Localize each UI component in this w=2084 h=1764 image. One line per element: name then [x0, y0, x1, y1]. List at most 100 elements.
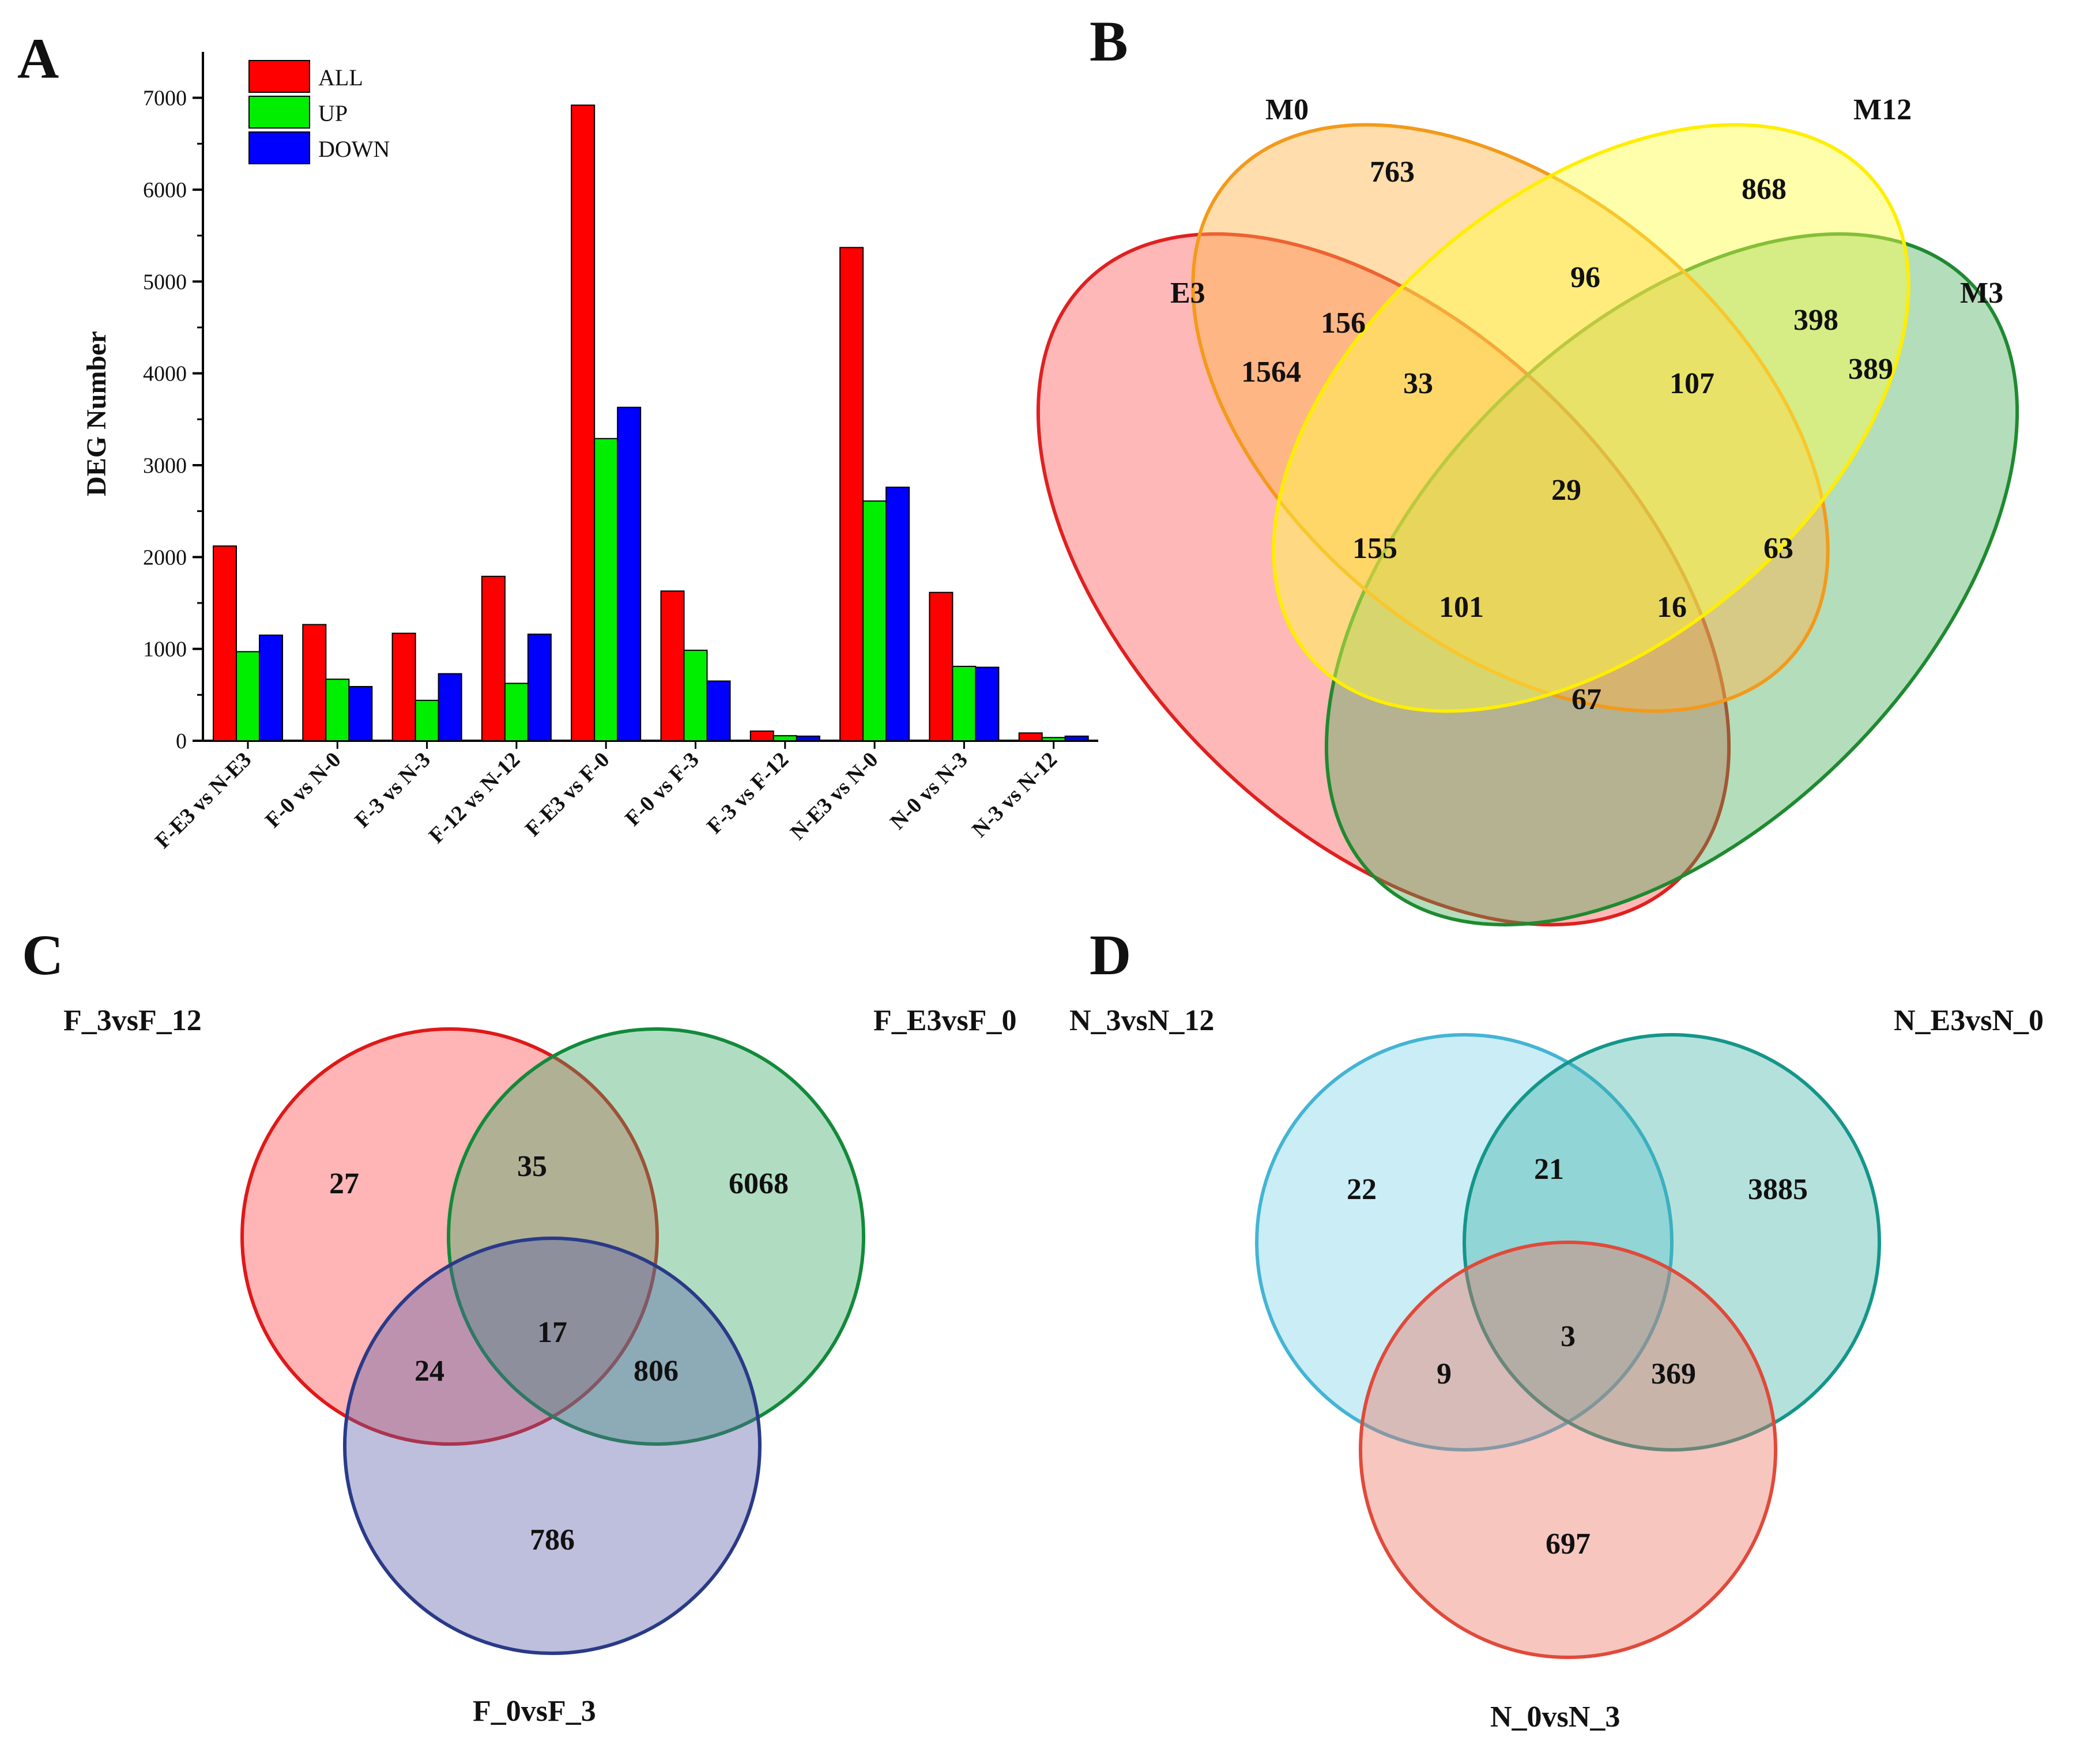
- bar-down: [796, 736, 820, 741]
- venn-c-label-a: F_3vsF_12: [63, 1004, 202, 1037]
- bar-up: [504, 683, 529, 741]
- venn-c-region-abc: 17: [537, 1316, 567, 1349]
- venn-b-region-e3-m0-m12: 33: [1403, 367, 1433, 400]
- bar-all: [660, 590, 685, 741]
- legend-label-all: ALL: [318, 65, 363, 91]
- panel-c: C F_3vsF_12 F_E3vsF_0 F_0vsF_3 27 35 606…: [22, 923, 1016, 1728]
- panel-a: A 0 1000 2000 3000 4000 5000 6000 7000 DEG Numbe…: [17, 27, 1098, 853]
- bar-down: [259, 634, 283, 742]
- venn-b-region-m12-m3: 398: [1793, 304, 1838, 337]
- venn-d: N_3vsN_12 N_E3vsN_0 N_0vsN_3 22 21 3885 …: [1069, 1004, 2044, 1733]
- venn-b-label-m0: M0: [1265, 93, 1309, 126]
- venn-d-label-a: N_3vsN_12: [1069, 1004, 1214, 1037]
- x-category-label: F-3 vs F-12: [702, 748, 793, 839]
- panel-d: D N_3vsN_12 N_E3vsN_0 N_0vsN_3 22 21 388…: [1069, 923, 2044, 1733]
- venn-b-region-m0-only: 763: [1370, 156, 1415, 189]
- venn-b-region-m0-m3: 63: [1763, 532, 1793, 565]
- venn-b-region-m12-only: 868: [1742, 173, 1787, 206]
- bar-up: [862, 500, 887, 741]
- venn-b-region-m3-only: 389: [1848, 353, 1893, 386]
- bar-all: [839, 247, 864, 741]
- bar-down: [348, 685, 373, 741]
- bar-all: [302, 624, 327, 742]
- venn-b-region-e3-only: 1564: [1241, 356, 1301, 389]
- bar-up: [952, 665, 977, 741]
- venn-b-region-e3-m0: 156: [1321, 307, 1366, 340]
- legend-label-down: DOWN: [318, 136, 390, 162]
- y-tick-label: 5000: [143, 270, 187, 294]
- x-category-label: F-0 vs N-0: [261, 748, 346, 833]
- legend-swatch-all: [248, 60, 310, 93]
- bar-down: [438, 673, 462, 741]
- venn-b-region-e3-m0-m3: 16: [1657, 591, 1687, 624]
- x-category-label: N-E3 vs N-0: [786, 748, 883, 845]
- bar-all: [1018, 732, 1043, 741]
- y-tick-label: 7000: [143, 86, 187, 111]
- y-tick-label: 3000: [143, 454, 187, 478]
- venn-c-label-c: F_0vsF_3: [473, 1695, 596, 1728]
- venn-d-region-b-only: 3885: [1748, 1173, 1808, 1206]
- bar-up: [1041, 737, 1066, 742]
- venn-d-label-b: N_E3vsN_0: [1894, 1004, 2044, 1037]
- venn-b-region-e3-m0-m12b: 155: [1352, 532, 1397, 565]
- panel-letter-b: B: [1090, 9, 1128, 73]
- venn-b-label-m12: M12: [1853, 93, 1912, 126]
- venn-b-set-m12: [1272, 123, 1910, 713]
- x-category-label: F-3 vs N-3: [350, 748, 435, 833]
- venn-c: F_3vsF_12 F_E3vsF_0 F_0vsF_3 27 35 6068 …: [63, 1004, 1016, 1728]
- y-tick-label: 4000: [143, 362, 187, 386]
- venn-d-region-bc: 369: [1651, 1358, 1696, 1390]
- legend-label-up: UP: [318, 100, 348, 126]
- panel-letter-a: A: [17, 27, 59, 91]
- venn-b: M0 M12 E3 M3 763 868 96 156 398 1564 33 …: [1036, 93, 2019, 927]
- venn-c-region-c-only: 786: [530, 1524, 575, 1556]
- x-category-label: F-E3 vs F-0: [521, 748, 615, 842]
- venn-b-region-e3-m12-m3: 101: [1439, 591, 1484, 624]
- venn-c-region-ac: 24: [414, 1355, 444, 1388]
- venn-c-region-ab: 35: [517, 1150, 547, 1183]
- venn-d-set-c: [1359, 1241, 1777, 1659]
- y-tick-label: 6000: [143, 178, 187, 202]
- bar-up: [414, 699, 439, 741]
- venn-b-region-m0-m12: 96: [1570, 261, 1600, 294]
- venn-c-set-c: [343, 1237, 762, 1655]
- bar-down: [706, 680, 731, 742]
- venn-d-region-a-only: 22: [1347, 1173, 1377, 1206]
- bar-down: [527, 634, 552, 741]
- bar-down: [617, 406, 642, 741]
- y-tick-label: 0: [176, 729, 187, 753]
- venn-d-set-b: [1463, 1033, 1881, 1452]
- venn-b-region-all-four: 29: [1551, 474, 1581, 507]
- legend-swatch-up: [248, 96, 310, 129]
- bar-down: [885, 487, 910, 741]
- panel-letter-c: C: [22, 923, 63, 987]
- x-category-label: F-E3 vs N-E3: [150, 748, 256, 853]
- bar-down: [1064, 736, 1089, 741]
- venn-b-set-m3: [1324, 232, 2019, 927]
- x-category-label: N-3 vs N-12: [967, 748, 1062, 842]
- venn-b-label-e3: E3: [1170, 277, 1205, 310]
- bar-up: [772, 735, 797, 742]
- venn-d-region-ab: 21: [1534, 1153, 1564, 1186]
- bar-up: [683, 650, 708, 741]
- venn-d-region-ac: 9: [1437, 1358, 1452, 1390]
- bar-all: [929, 591, 954, 741]
- bar-all: [481, 575, 506, 741]
- bar-chart: 0 1000 2000 3000 4000 5000 6000 7000 DEG Number F…: [81, 52, 1098, 853]
- venn-c-label-b: F_E3vsF_0: [873, 1004, 1016, 1037]
- venn-d-label-c: N_0vsN_3: [1490, 1701, 1620, 1733]
- panel-b: B M0 M12 E3 M3 763 868 96 156 398 1564 3…: [1036, 9, 2019, 927]
- bar-all: [749, 730, 774, 742]
- venn-d-region-c-only: 697: [1546, 1528, 1591, 1561]
- venn-c-set-b: [447, 1027, 865, 1446]
- x-category-label: F-0 vs F-3: [620, 748, 704, 831]
- bar-down: [975, 666, 1000, 741]
- bar-all: [391, 632, 416, 741]
- x-category-label: F-12 vs N-12: [424, 748, 525, 848]
- y-tick-label: 1000: [143, 638, 187, 662]
- venn-c-region-a-only: 27: [329, 1167, 359, 1200]
- panel-letter-d: D: [1090, 923, 1131, 987]
- venn-b-region-m0-m12-m3: 107: [1670, 367, 1714, 400]
- legend-swatch-down: [248, 131, 310, 164]
